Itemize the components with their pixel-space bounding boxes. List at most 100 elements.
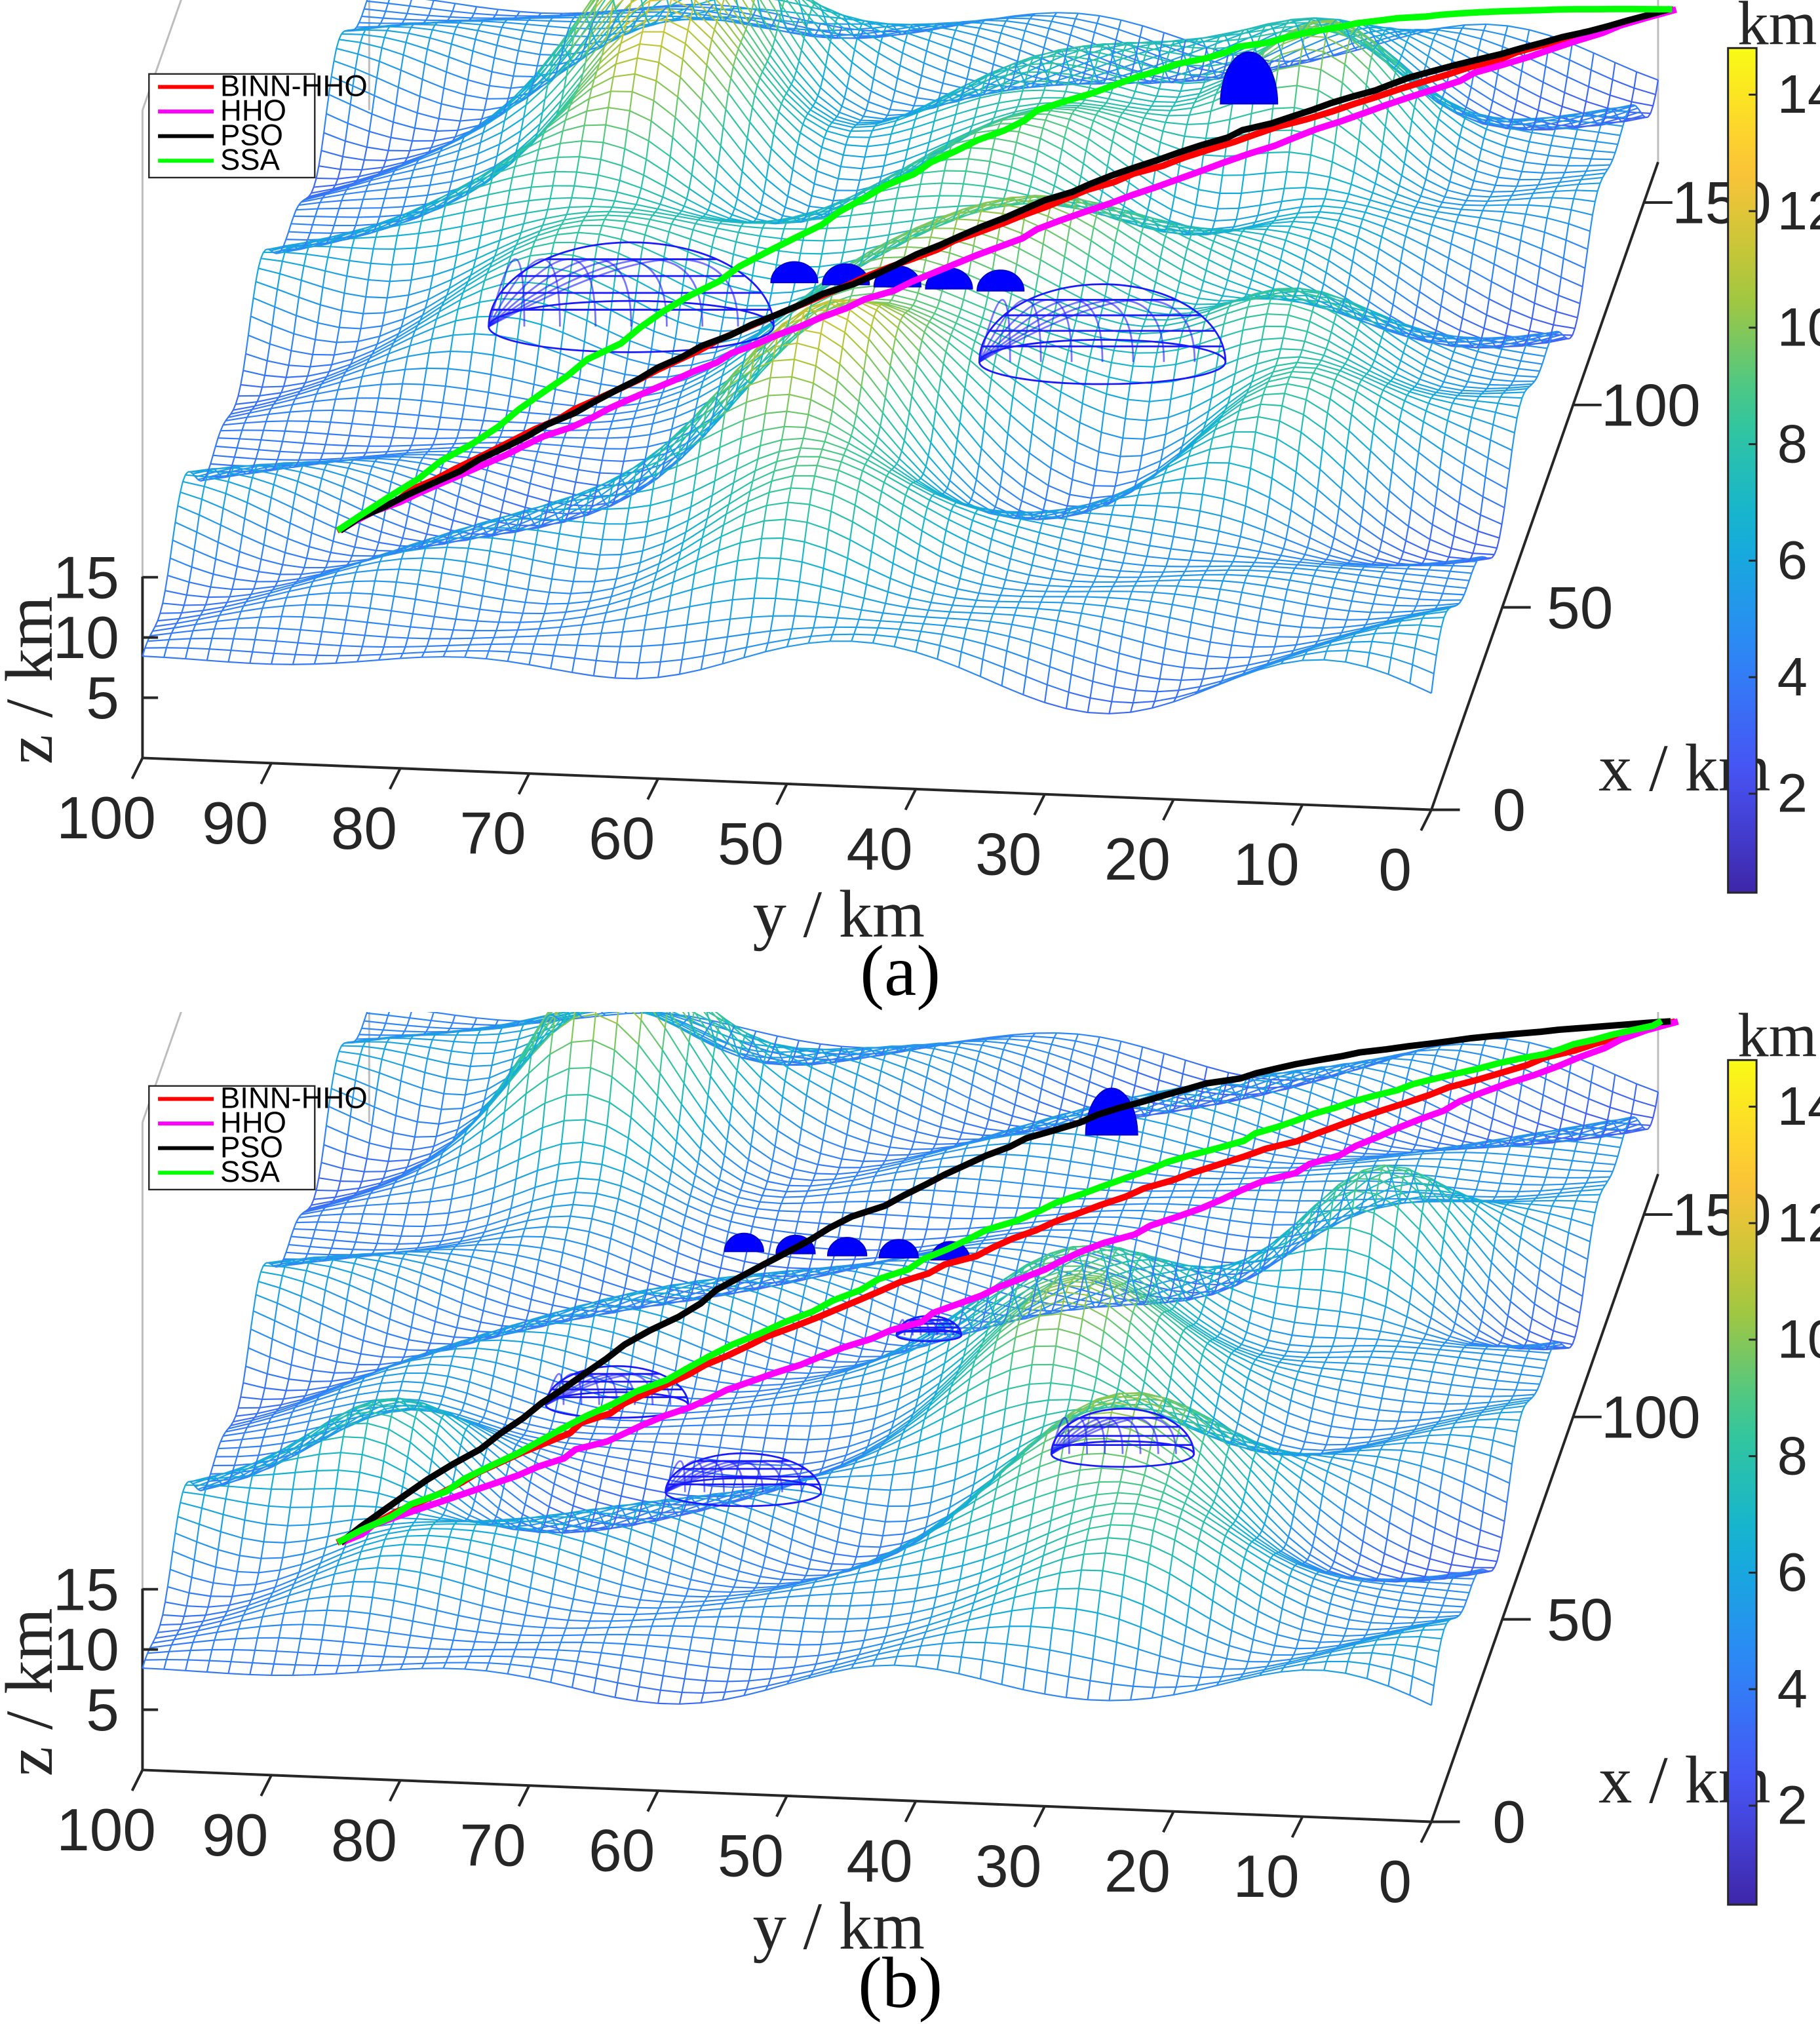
mesh-line [1153,75,1176,81]
mesh-line [1540,177,1562,181]
mesh-line [987,173,1009,180]
mesh-line [535,460,557,467]
mesh-line [577,63,600,90]
mesh-line [490,98,513,118]
mesh-line [685,43,708,66]
mesh-line [303,265,326,272]
mesh-line [1084,385,1107,395]
mesh-line [1254,562,1276,564]
mesh-line [1320,69,1343,84]
mesh-line [585,214,608,218]
mesh-line [1208,259,1231,271]
mesh-line [1281,555,1303,560]
mesh-line [552,402,575,407]
mesh-line [1198,586,1220,591]
mesh-line [309,546,331,554]
mesh-line [1325,198,1347,203]
mesh-line [1441,305,1463,319]
mesh-line [306,431,328,435]
mesh-line [1064,48,1087,56]
mesh-line [965,75,988,86]
mesh-line [1161,478,1184,483]
mesh-line [800,3,822,10]
mesh-line [1448,367,1471,376]
mesh-line [822,77,845,99]
mesh-line [802,12,824,18]
mesh-line [851,130,873,132]
mesh-line [1434,506,1457,522]
mesh-line [1013,12,1036,17]
mesh-line [1488,298,1511,311]
mesh-line [413,24,435,26]
mesh-line [1037,542,1059,551]
mesh-line [1477,226,1500,234]
mesh-line [800,132,823,148]
mesh-line [541,12,563,14]
mesh-line [544,75,568,100]
mesh-line [290,410,312,413]
mesh-line [609,2,632,25]
mesh-line [1047,113,1070,121]
mesh-line [1368,301,1391,317]
mesh-line [599,233,621,241]
mesh-line [774,38,798,71]
mesh-line [316,177,338,180]
mesh-line [267,360,289,366]
mesh-line [1338,507,1361,526]
mesh-line [1219,33,1242,37]
mesh-line [1132,97,1155,103]
mesh-line [492,537,514,541]
mesh-line [587,106,609,112]
mesh-line [760,439,783,447]
mesh-line [1433,39,1456,51]
mesh-line [862,165,884,170]
mesh-line [389,279,412,282]
mesh-line [324,469,346,477]
mesh-line [1359,226,1382,238]
mesh-line [1079,104,1102,109]
mesh-line [1115,581,1137,583]
mesh-line [1283,248,1306,261]
mesh-line [783,20,805,24]
mesh-line [754,94,777,123]
mesh-line [849,539,872,553]
mesh-line [1037,149,1060,163]
mesh-line [265,528,288,539]
mesh-line [487,469,509,478]
mesh-line [1217,207,1239,210]
mesh-line [450,16,472,19]
mesh-line [1505,34,1527,43]
mesh-line [1035,12,1057,15]
mesh-line [339,326,361,330]
mesh-line [1563,258,1585,269]
mesh-line [1382,328,1405,337]
mesh-line [897,327,920,352]
mesh-line [1471,87,1494,102]
mesh-line [469,182,492,191]
mesh-line [1408,35,1431,49]
mesh-line [1254,216,1277,224]
mesh-line [607,437,629,439]
mesh-line [445,385,467,390]
mesh-line [592,197,615,202]
mesh-line [1100,107,1123,114]
mesh-line [1456,520,1479,532]
mesh-line [797,143,820,159]
mesh-line [1058,409,1081,423]
mesh-line [926,50,948,61]
mesh-line [824,137,846,146]
mesh-line [1416,305,1439,321]
mesh-line [372,113,394,123]
mesh-line [1400,261,1423,277]
mesh-line [750,12,773,49]
mesh-line [438,117,461,122]
mesh-line [1043,243,1065,258]
mesh-line [927,96,950,109]
mesh-line [1210,446,1232,450]
mesh-line [615,57,638,65]
mesh-line [425,546,447,549]
mesh-line [463,108,485,111]
mesh-line [1085,269,1108,284]
mesh-line [1510,309,1533,320]
mesh-line [431,334,454,340]
